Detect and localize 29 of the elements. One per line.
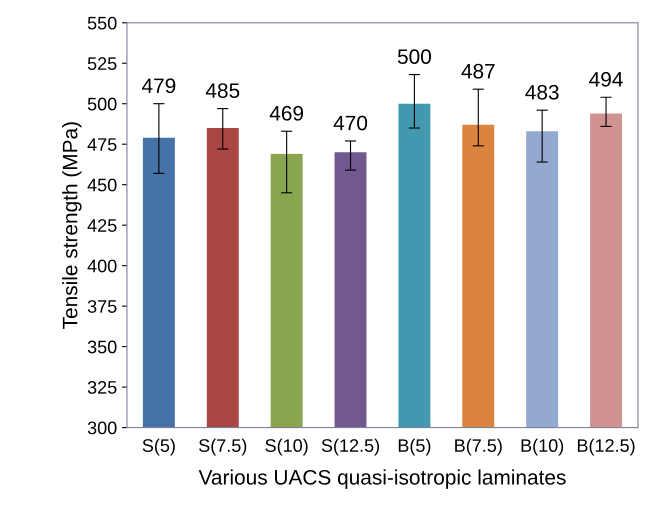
y-tick-label: 450 [88,178,117,192]
y-axis-title: Tensile strength (MPa) [62,122,82,329]
data-label: 470 [334,116,368,130]
data-label: 483 [525,84,559,100]
x-tick-label: B(7.5) [455,438,502,456]
x-tick-label: S(7.5) [199,438,246,456]
x-tick-label: B(12.5) [578,438,635,456]
y-tick-label: 525 [88,57,116,70]
y-tick-label: 350 [88,340,117,354]
x-axis-title: Various UACS quasi-isotropic laminates [198,469,566,489]
x-tick-label: S(5) [142,438,175,456]
data-label: 485 [206,83,240,98]
x-tick-label: S(12.5) [322,438,380,456]
x-tick-label: B(5) [398,438,430,456]
y-tick-label: 425 [88,219,116,232]
data-label: 469 [270,106,304,121]
y-tick-label: 475 [88,138,116,151]
data-label: 494 [589,72,623,87]
x-tick-label: B(10) [522,438,564,456]
y-tick-label: 375 [88,300,116,313]
y-tick-label: 500 [88,98,117,110]
x-tick-label: S(10) [265,438,308,456]
data-label: 500 [398,49,431,64]
data-label: 479 [142,78,176,94]
y-tick-label: 300 [88,422,117,434]
y-tick-label: 325 [88,381,116,394]
data-label: 487 [461,64,495,79]
y-tick-label: 400 [88,260,117,272]
y-tick-label: 550 [88,16,117,30]
